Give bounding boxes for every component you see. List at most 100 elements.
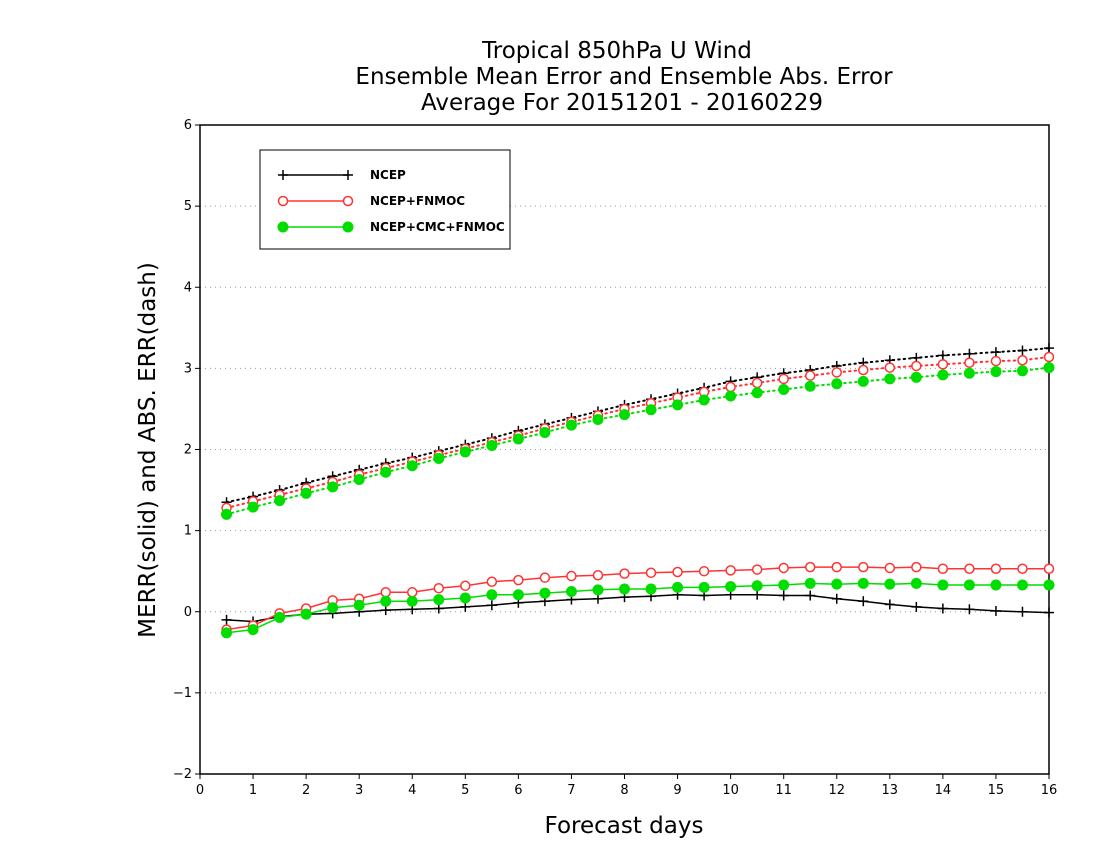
y-axis-label: MERR(solid) and ABS. ERR(dash)	[135, 262, 161, 638]
data-point-filled-circle	[937, 369, 949, 381]
data-point-open-circle	[778, 373, 789, 385]
x-tick-label: 9	[673, 783, 681, 798]
data-point-filled-circle	[1016, 365, 1028, 377]
data-point-filled-circle	[831, 378, 843, 390]
y-tick-label: 2	[184, 443, 192, 458]
x-tick-label: 13	[882, 783, 899, 798]
data-point-filled-circle	[592, 584, 604, 596]
x-tick-label: 8	[620, 783, 628, 798]
data-point-open-circle	[342, 195, 354, 207]
data-point-filled-circle	[433, 594, 445, 606]
data-point-open-circle	[858, 561, 869, 573]
chart-title-line-3: Average For 20151201 - 20160229	[421, 90, 823, 116]
data-point-open-circle	[672, 566, 683, 578]
y-tick-label: 3	[184, 361, 192, 376]
data-point-filled-circle	[1043, 362, 1055, 374]
data-point-open-circle	[277, 195, 289, 207]
data-point-filled-circle	[672, 399, 684, 411]
data-point-filled-circle	[565, 419, 577, 431]
data-point-open-circle	[911, 360, 922, 372]
data-point-filled-circle	[698, 394, 710, 406]
data-point-open-circle	[937, 359, 949, 370]
data-point-plus	[911, 601, 922, 612]
x-tick-label: 11	[775, 783, 792, 798]
data-point-open-circle	[1043, 563, 1055, 575]
data-point-open-circle	[831, 367, 842, 378]
legend-entry: NCEP+CMC+FNMOC	[277, 220, 505, 234]
data-point-plus	[1017, 606, 1028, 617]
data-point-filled-circle	[459, 592, 471, 604]
data-point-plus	[884, 599, 895, 610]
data-point-filled-circle	[565, 585, 577, 597]
data-point-plus	[831, 593, 842, 604]
mean-error-line	[226, 566, 1049, 631]
data-point-filled-circle	[300, 487, 312, 499]
x-tick-label: 16	[1041, 783, 1058, 798]
data-point-filled-circle	[380, 595, 392, 607]
data-point-filled-circle	[353, 474, 365, 486]
data-point-filled-circle	[1016, 579, 1028, 591]
data-point-filled-circle	[910, 371, 922, 383]
data-point-filled-circle	[380, 466, 392, 478]
abs-error-line	[225, 366, 1050, 516]
data-point-open-circle	[460, 580, 471, 592]
data-point-open-circle	[804, 561, 816, 573]
data-point-plus	[592, 593, 603, 604]
data-point-open-circle	[1043, 351, 1055, 363]
data-point-filled-circle	[353, 599, 365, 611]
legend-label: NCEP+CMC+FNMOC	[370, 220, 505, 234]
data-point-open-circle	[964, 357, 975, 368]
data-point-open-circle	[911, 561, 922, 573]
data-point-filled-circle	[277, 221, 289, 233]
y-tick-label: −2	[173, 767, 192, 782]
data-point-filled-circle	[327, 481, 339, 493]
abs-error-line	[225, 356, 1050, 509]
legend: NCEP NCEP+FNMOC NCEP+CMC+FNMOC	[259, 149, 511, 250]
data-point-filled-circle	[300, 608, 312, 620]
chart-title-line-1: Tropical 850hPa U Wind	[481, 38, 752, 64]
data-point-filled-circle	[221, 508, 233, 520]
gridlines	[200, 205, 1049, 694]
data-point-open-circle	[619, 568, 630, 579]
data-point-filled-circle	[990, 366, 1002, 378]
data-point-open-circle	[433, 582, 445, 594]
data-point-open-circle	[751, 564, 763, 575]
data-point-plus	[221, 614, 232, 625]
data-point-filled-circle	[486, 589, 498, 601]
data-point-filled-circle	[274, 495, 286, 507]
data-point-open-circle	[539, 572, 551, 583]
legend-label: NCEP	[370, 168, 406, 182]
data-point-plus	[460, 601, 471, 612]
data-point-plus	[1017, 345, 1028, 356]
data-point-plus	[964, 348, 975, 359]
data-point-filled-circle	[725, 581, 737, 593]
data-point-open-circle	[566, 570, 577, 582]
data-point-open-circle	[804, 370, 816, 381]
data-point-plus	[433, 603, 444, 614]
data-point-plus	[964, 604, 975, 615]
x-tick-label: 1	[249, 783, 257, 798]
x-tick-label: 2	[302, 783, 310, 798]
data-point-plus	[1044, 607, 1054, 618]
x-tick-label: 14	[935, 783, 952, 798]
data-point-filled-circle	[619, 409, 630, 421]
data-point-filled-circle	[778, 579, 790, 591]
series-ncep-fnmoc	[221, 351, 1055, 635]
data-point-open-circle	[990, 355, 1002, 367]
data-point-filled-circle	[406, 595, 418, 607]
y-tick-label: −1	[173, 686, 192, 701]
x-tick-label: 10	[722, 783, 739, 798]
series-ncep-cmc-fnmoc	[221, 362, 1055, 639]
x-tick-label: 5	[461, 783, 469, 798]
data-point-open-circle	[1017, 355, 1028, 366]
data-point-open-circle	[884, 362, 896, 373]
data-point-plus	[778, 590, 789, 601]
data-point-filled-circle	[247, 624, 259, 636]
data-point-open-circle	[964, 563, 975, 575]
data-point-open-circle	[407, 587, 418, 598]
x-tick-label: 12	[828, 783, 845, 798]
data-point-plus	[990, 347, 1001, 358]
x-tick-label: 3	[355, 783, 363, 798]
x-tick-label: 6	[514, 783, 522, 798]
